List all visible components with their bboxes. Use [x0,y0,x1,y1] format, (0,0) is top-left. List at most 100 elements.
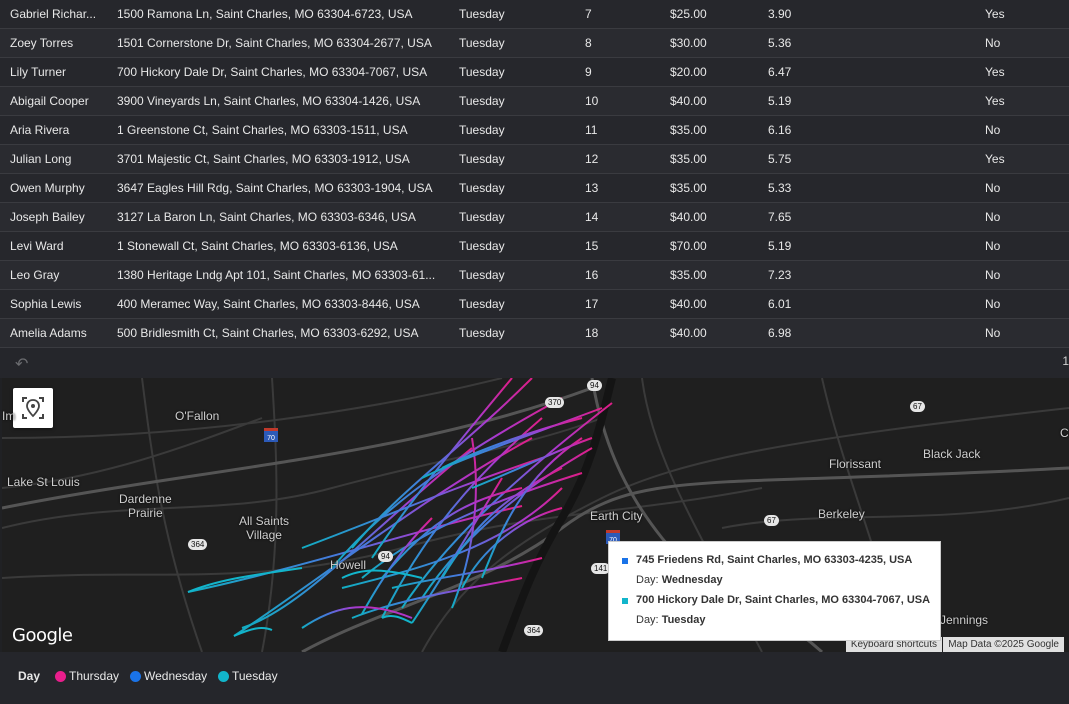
cell-day: Tuesday [459,94,505,108]
cell-fee: $35.00 [670,152,707,166]
cell-name: Zoey Torres [10,36,74,50]
tooltip-address: 745 Friedens Rd, Saint Charles, MO 63303… [636,554,913,566]
place-label: Earth City [590,509,643,523]
route-shield: 364 [524,625,544,636]
cell-fee: $20.00 [670,65,707,79]
cell-distance: 6.01 [768,297,792,311]
cell-day: Tuesday [459,36,505,50]
cell-name: Leo Gray [10,268,60,282]
pager-text[interactable]: 1 [1062,354,1069,368]
table-row[interactable]: Aria Rivera 1 Greenstone Ct, Saint Charle… [0,116,1069,145]
cell-address: 3701 Majestic Ct, Saint Charles, MO 6330… [117,152,410,166]
cell-flag: Yes [985,7,1005,21]
cell-flag: No [985,181,1001,195]
cell-flag: No [985,210,1001,224]
table-row[interactable]: Leo Gray 1380 Heritage Lndg Apt 101, Sain… [0,261,1069,290]
cell-name: Gabriel Richar... [10,7,97,21]
cell-distance: 5.36 [768,36,792,50]
cell-flag: Yes [985,94,1005,108]
route-lines [187,378,613,637]
cell-flag: No [985,123,1001,137]
map-canvas [2,378,1069,652]
table-row[interactable]: Sophia Lewis 400 Meramec Way, Saint Charl… [0,290,1069,319]
cell-distance: 7.65 [768,210,792,224]
place-label: Jennings [940,613,989,627]
cell-distance: 3.90 [768,7,792,21]
table-row[interactable]: Joseph Bailey 3127 La Baron Ln, Saint Cha… [0,203,1069,232]
river [498,378,616,652]
series-square-icon [622,558,628,564]
cell-address: 1 Greenstone Ct, Saint Charles, MO 63303… [117,123,408,137]
cell-distance: 6.47 [768,65,792,79]
place-label: Im [2,409,16,423]
cell-name: Lily Turner [10,65,67,79]
map-tooltip: 745 Friedens Rd, Saint Charles, MO 63303… [608,541,941,641]
route-shield: 67 [764,515,779,526]
tooltip-day: Day: Tuesday [636,614,706,626]
cell-stop: 18 [585,326,599,340]
cell-address: 1 Stonewall Ct, Saint Charles, MO 63303-… [117,239,398,253]
place-label: Black Jack [923,447,981,461]
map-roads [2,378,1069,652]
place-label: All Saints Village [239,514,290,542]
cell-distance: 7.23 [768,268,792,282]
table-row[interactable]: Levi Ward 1 Stonewall Ct, Saint Charles, … [0,232,1069,261]
recenter-button[interactable] [13,388,53,428]
table-row[interactable]: Lily Turner 700 Hickory Dale Dr, Saint Ch… [0,58,1069,87]
cell-distance: 6.16 [768,123,792,137]
table-row[interactable]: Owen Murphy 3647 Eagles Hill Rdg, Saint C… [0,174,1069,203]
cell-address: 1501 Cornerstone Dr, Saint Charles, MO 6… [117,36,432,50]
cell-stop: 12 [585,152,599,166]
legend-dot-icon [55,671,66,682]
route-shield: 364 [188,539,208,550]
cell-flag: No [985,36,1001,50]
cell-distance: 5.19 [768,239,792,253]
cell-address: 500 Bridlesmith Ct, Saint Charles, MO 63… [117,326,419,340]
cell-stop: 7 [585,7,592,21]
tooltip-address: 700 Hickory Dale Dr, Saint Charles, MO 6… [636,594,931,606]
table-row[interactable]: Zoey Torres 1501 Cornerstone Dr, Saint Ch… [0,29,1069,58]
interstate-shield: 70 [264,428,278,442]
legend-item-thursday[interactable]: Thursday [55,669,119,683]
cell-stop: 17 [585,297,599,311]
table-row[interactable]: Amelia Adams 500 Bridlesmith Ct, Saint Ch… [0,319,1069,348]
cell-stop: 16 [585,268,599,282]
place-label: Howell [330,558,367,572]
cell-name: Abigail Cooper [10,94,89,108]
legend-item-tuesday[interactable]: Tuesday [218,669,278,683]
cell-day: Tuesday [459,239,505,253]
cell-distance: 6.98 [768,326,792,340]
cell-day: Tuesday [459,210,505,224]
map-data-attribution[interactable]: Map Data ©2025 Google [943,637,1064,652]
place-label: Lake St Louis [7,475,80,489]
cell-day: Tuesday [459,152,505,166]
table-row[interactable]: Julian Long 3701 Majestic Ct, Saint Charl… [0,145,1069,174]
cell-address: 1380 Heritage Lndg Apt 101, Saint Charle… [117,268,436,282]
cell-address: 1500 Ramona Ln, Saint Charles, MO 63304-… [117,7,413,21]
cell-fee: $40.00 [670,210,707,224]
cell-fee: $40.00 [670,94,707,108]
interstate-shield: 70 [606,530,620,544]
route-shield: 94 [378,551,393,562]
cell-fee: $35.00 [670,268,707,282]
route-lines-tuesday [187,567,423,637]
table-row[interactable]: Abigail Cooper 3900 Vineyards Ln, Saint C… [0,87,1069,116]
cell-stop: 15 [585,239,599,253]
legend-item-wednesday[interactable]: Wednesday [130,669,207,683]
place-label: C [1060,426,1069,440]
cell-name: Joseph Bailey [10,210,85,224]
route-shield: 94 [587,380,602,391]
cell-address: 700 Hickory Dale Dr, Saint Charles, MO 6… [117,65,428,79]
series-square-icon [622,598,628,604]
cell-fee: $35.00 [670,181,707,195]
cell-day: Tuesday [459,268,505,282]
cell-name: Levi Ward [10,239,64,253]
tooltip-day: Day: Wednesday [636,574,723,586]
cell-fee: $40.00 [670,326,707,340]
cell-fee: $40.00 [670,297,707,311]
table-row[interactable]: Gabriel Richar... 1500 Ramona Ln, Saint C… [0,0,1069,29]
cell-day: Tuesday [459,123,505,137]
place-label: O'Fallon [175,409,220,423]
route-map[interactable]: O'Fallon Lake St Louis Dardenne Prairie … [2,378,1069,652]
undo-icon[interactable]: ↶ [15,356,29,373]
